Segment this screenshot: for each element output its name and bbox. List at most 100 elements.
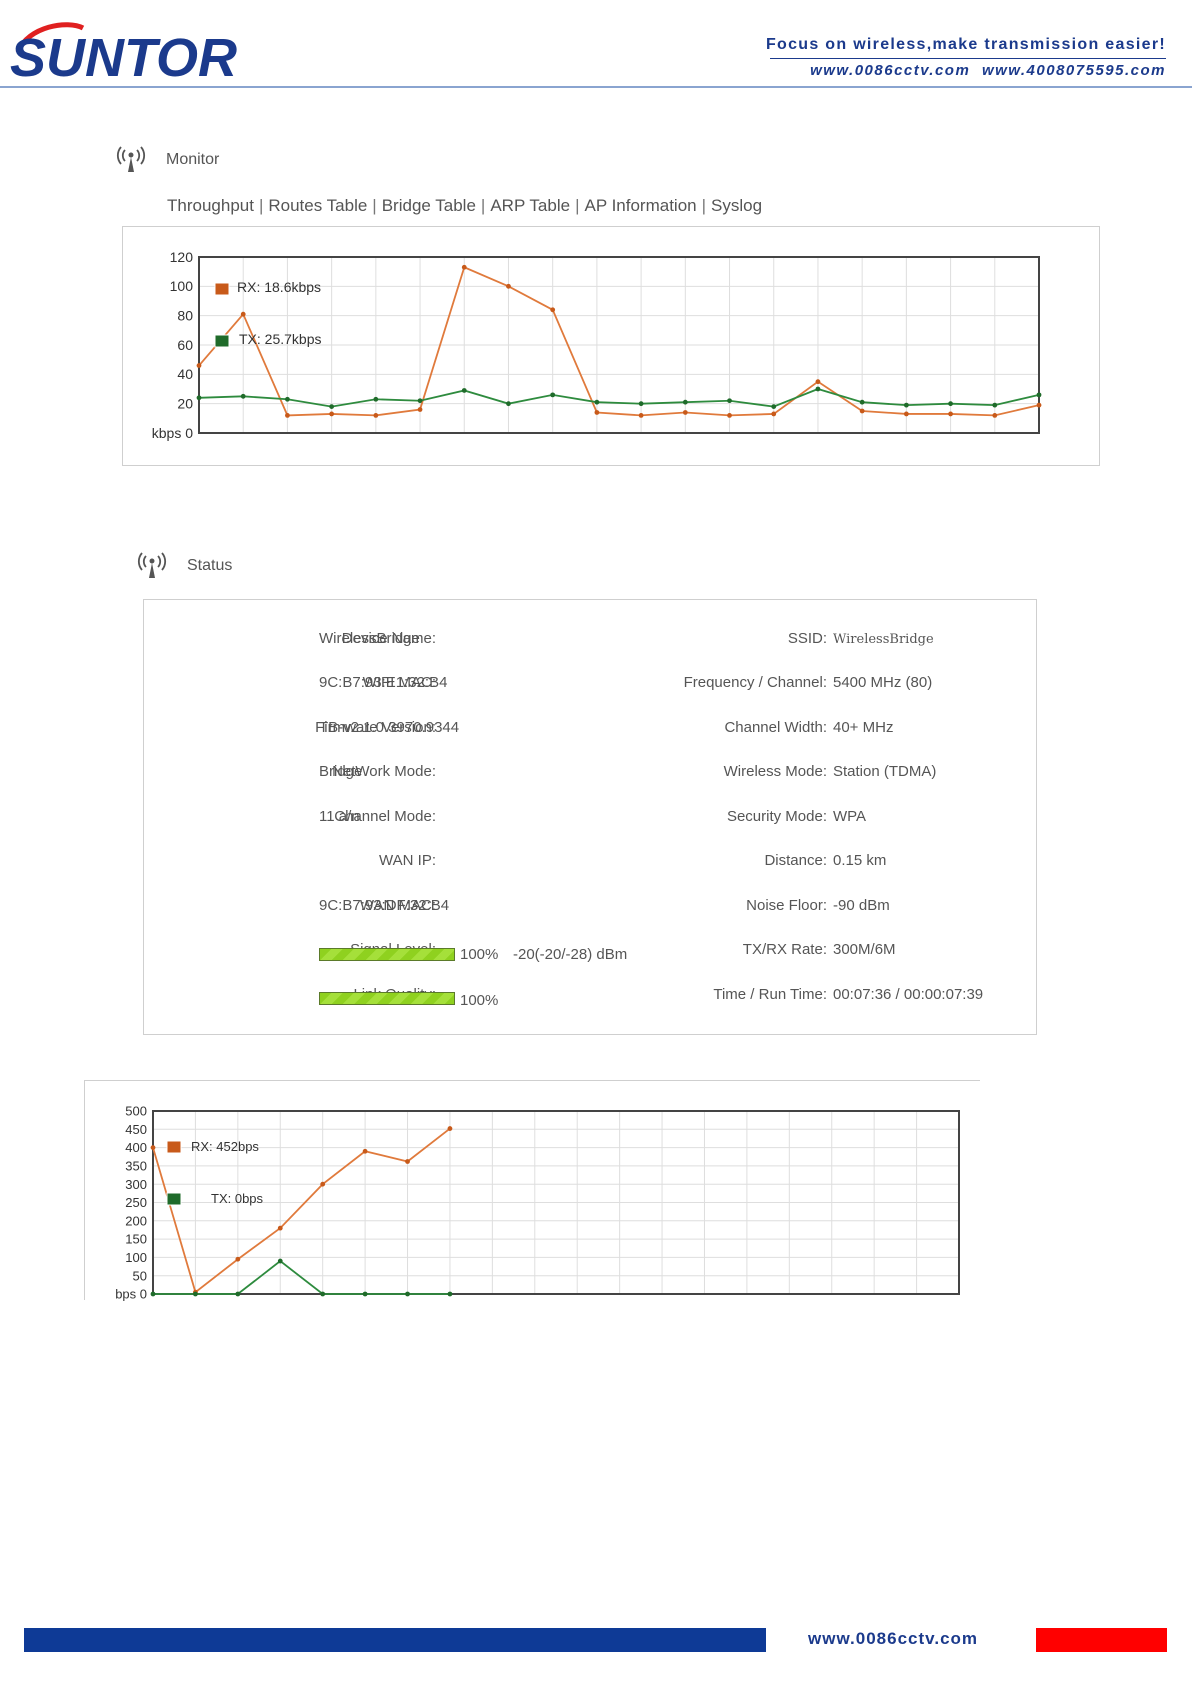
data-point xyxy=(815,379,821,385)
firmware-value: TB-v2.1.0.3970.9344 xyxy=(319,719,460,736)
data-point xyxy=(329,411,335,417)
legend-swatch xyxy=(166,1192,182,1206)
data-point xyxy=(550,392,556,398)
plot-border xyxy=(152,1110,960,1295)
wifi-mac-value: 9C:B7:93:E1:32:B4 xyxy=(319,674,448,691)
ssid-label: SSID: xyxy=(787,630,827,647)
data-point xyxy=(320,1181,326,1187)
data-point xyxy=(948,401,953,407)
wireless-mode-value: Station (TDMA) xyxy=(833,763,937,780)
y-tick-label: 300 xyxy=(125,1177,147,1192)
footer-blue-bar xyxy=(24,1628,766,1652)
data-point xyxy=(196,395,202,401)
wireless-antenna-icon xyxy=(138,552,166,578)
status-panel: Device Name: WirelessBridge WIFI MAC: 9C… xyxy=(143,599,1037,1035)
data-point xyxy=(150,1291,156,1297)
wifi-mac-label: WIFI MAC: xyxy=(362,674,436,691)
wireless-antenna-icon xyxy=(117,146,145,172)
data-point xyxy=(240,311,246,317)
channel-width-value: 40+ MHz xyxy=(833,719,894,736)
tab-bridge-table[interactable]: Bridge Table xyxy=(381,196,476,215)
security-mode-value: WPA xyxy=(833,808,867,825)
txrx-rate-value: 300M/6M xyxy=(833,941,896,958)
data-point xyxy=(362,1148,368,1154)
data-point xyxy=(362,1291,368,1297)
network-mode-label: NetWork Mode: xyxy=(332,763,436,780)
y-tick-label: 100 xyxy=(125,1250,147,1265)
txrx-rate-label: TX/RX Rate: xyxy=(742,941,827,958)
data-point xyxy=(1036,392,1042,398)
channel-mode-value: 11 a/n xyxy=(319,808,360,825)
data-point xyxy=(405,1291,410,1297)
data-point xyxy=(682,410,688,415)
data-point xyxy=(447,1126,453,1131)
data-point xyxy=(461,264,467,270)
legend-swatch xyxy=(214,334,230,348)
link-quality-percent: 100% xyxy=(460,992,499,1009)
ssid-value: WirelessBridge xyxy=(833,632,934,647)
run-time-label: Time / Run Time: xyxy=(713,986,827,1003)
footer-url: www.0086cctv.com xyxy=(808,1629,979,1648)
series-line xyxy=(198,266,1040,417)
data-point xyxy=(285,396,290,402)
plot-border xyxy=(198,256,1040,434)
wan-mac-label: WAN MAC: xyxy=(359,897,436,914)
wan-mac-value: 9C:B7:93:DF:32:B4 xyxy=(319,897,450,914)
tab-syslog[interactable]: Syslog xyxy=(711,196,763,215)
bps-chart-panel: bps 0 50 100 150 200 250 300 350 400 450 500 RX: 45… xyxy=(84,1080,980,1301)
network-mode-value: Bridge xyxy=(319,763,363,780)
data-point xyxy=(320,1291,326,1297)
link-quality-meter xyxy=(319,992,455,1005)
y-tick-label: bps 0 xyxy=(115,1287,147,1301)
link-quality-meter-fill xyxy=(320,993,454,1004)
series-line xyxy=(153,1259,450,1295)
monitor-title: Monitor xyxy=(166,151,220,168)
channel-width-label: Channel Width: xyxy=(724,719,827,736)
data-point xyxy=(682,399,688,405)
monitor-tabs: Throughput | Routes Table | Bridge Table | ARP… xyxy=(167,196,763,215)
tab-ap-information[interactable]: AP Information xyxy=(584,196,697,215)
footer-red-bar xyxy=(1036,1628,1167,1652)
data-point xyxy=(771,411,777,417)
legend-swatch xyxy=(166,1140,182,1154)
data-point xyxy=(240,393,246,399)
legend-swatch xyxy=(214,282,230,296)
data-point xyxy=(727,413,732,418)
wan-ip-label: WAN IP: xyxy=(379,852,436,869)
legend-label: TX: 0bps xyxy=(211,1191,264,1206)
data-point xyxy=(193,1291,198,1297)
y-tick-label: 350 xyxy=(125,1158,147,1173)
data-point xyxy=(506,283,511,289)
signal-level-percent: 100% xyxy=(460,946,499,963)
page-header: SUNTOR Focus on wireless,make transmissi… xyxy=(0,0,1192,92)
y-tick-label: 80 xyxy=(177,308,193,324)
data-point xyxy=(417,407,423,412)
data-point xyxy=(277,1258,283,1264)
tab-throughput[interactable]: Throughput xyxy=(167,196,254,215)
data-point xyxy=(859,408,865,414)
data-point xyxy=(196,363,202,368)
data-point xyxy=(594,410,600,415)
tab-arp-table[interactable]: ARP Table xyxy=(490,196,571,215)
y-tick-label: 500 xyxy=(125,1104,147,1119)
y-tick-label: 400 xyxy=(125,1140,147,1155)
data-point xyxy=(417,398,423,404)
series-line xyxy=(198,388,1040,408)
signal-level-dbm: -20(-20/-28) dBm xyxy=(513,946,628,963)
channel-mode-label: Channel Mode: xyxy=(334,808,436,825)
tab-routes-table[interactable]: Routes Table xyxy=(268,196,368,215)
y-tick-label: 50 xyxy=(133,1268,147,1283)
noise-floor-label: Noise Floor: xyxy=(746,897,827,914)
svg-text:SUNTOR: SUNTOR xyxy=(10,28,237,82)
data-point xyxy=(285,413,290,418)
tagline-rule xyxy=(770,58,1166,59)
data-point xyxy=(859,399,865,405)
data-point xyxy=(992,402,998,408)
signal-level-meter xyxy=(319,948,455,961)
data-point xyxy=(277,1225,283,1231)
y-tick-label: 100 xyxy=(170,278,194,294)
y-tick-label: 200 xyxy=(125,1213,147,1228)
run-time-value: 00:07:36 / 00:00:07:39 xyxy=(833,986,984,1003)
noise-floor-value: -90 dBm xyxy=(833,897,890,914)
data-point xyxy=(235,1291,241,1297)
